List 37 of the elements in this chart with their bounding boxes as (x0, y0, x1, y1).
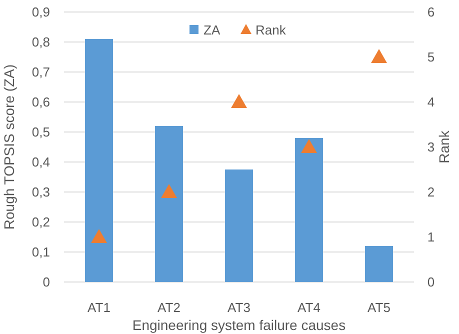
x-axis-title: Engineering system failure causes (132, 317, 346, 333)
y2-tick-label: 0 (427, 274, 435, 290)
point (231, 94, 247, 108)
x-tick-label: AT5 (368, 300, 390, 315)
point (301, 139, 317, 153)
bar (365, 246, 393, 282)
y2-tick-label: 3 (427, 140, 435, 155)
y2-tick-label: 4 (427, 94, 435, 110)
x-tick-label: AT4 (298, 300, 320, 315)
bar (85, 39, 113, 282)
y2-tick-label: 5 (427, 50, 435, 65)
bar (295, 138, 323, 282)
bar (155, 126, 183, 282)
y-axis-title: Rough TOPSIS score (ZA) (1, 64, 17, 230)
y2-tick-label: 2 (427, 184, 435, 200)
y-tick-label: 0,8 (32, 34, 50, 50)
y-tick-label: 0,9 (32, 4, 50, 20)
y2-tick-label: 6 (427, 4, 435, 20)
bar (225, 170, 253, 282)
y-tick-label: 0,2 (32, 214, 50, 230)
x-tick-label: AT2 (158, 300, 180, 315)
y-tick-label: 0,1 (32, 244, 50, 260)
y-tick-label: 0,4 (32, 154, 50, 170)
y-tick-label: 0,7 (32, 64, 50, 80)
y2-axis-title: Rank (436, 130, 452, 164)
x-tick-label: AT1 (88, 300, 110, 315)
y2-tick-label: 1 (427, 230, 435, 245)
point (161, 184, 177, 198)
point (371, 49, 387, 63)
legend-label: Rank (256, 22, 286, 38)
y-tick-label: 0 (42, 274, 50, 290)
point (91, 229, 107, 243)
y-tick-label: 0,3 (32, 184, 50, 200)
legend-label: ZA (204, 22, 220, 38)
y-tick-label: 0,6 (32, 94, 50, 110)
y-tick-label: 0,5 (32, 124, 50, 140)
x-tick-label: AT3 (228, 300, 250, 315)
